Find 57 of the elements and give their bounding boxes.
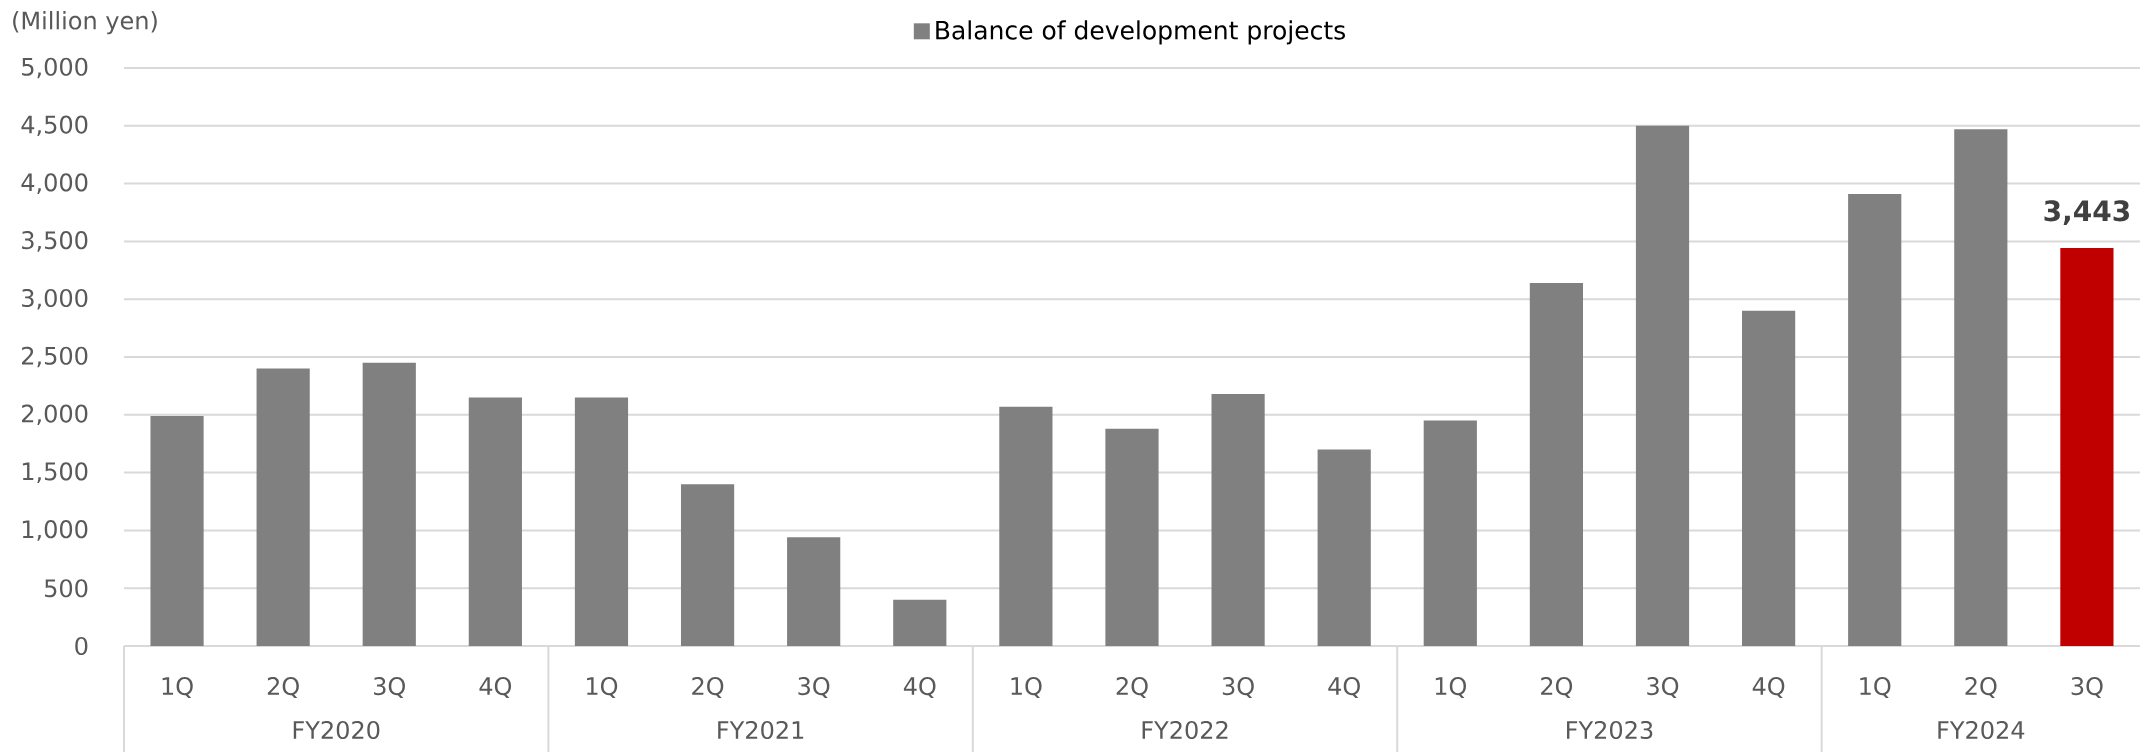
x-tick-label: 2Q [1116,677,1148,698]
text: FY2020 [293,720,380,740]
bar [787,537,841,647]
x-tick-label: 2Q [1965,677,1997,698]
legend-label: Balance of development projects [936,20,1345,45]
x-tick-label: 4Q [903,677,936,698]
data-label: 3,443 [2044,200,2129,225]
x-tick-label: 4Q [1752,677,1785,698]
x-tick-label: 2Q [692,677,724,698]
x-tick-label: 3Q [1647,677,1679,698]
x-tick-label: 3Q [374,677,405,698]
text: FY2024 [1938,720,2025,740]
bar [999,406,1053,647]
text: FY2021 [718,720,804,740]
bar [1423,420,1477,647]
y-tick-label: 4,000 [21,173,88,194]
bar [1635,125,1690,647]
x-tick-label: 2Q [267,677,299,698]
x-tick-label: 1Q [162,677,193,698]
y-tick-label: 1,500 [22,462,88,483]
x-tick-label: 1Q [1011,677,1042,698]
bar [1954,129,2008,647]
x-tick-label: 1Q [1860,677,1891,698]
y-tick-label: 1,000 [22,520,88,541]
x-tick-label: 4Q [1328,677,1360,698]
x-tick-label: 2Q [1541,677,1573,698]
x-tick-label: 1Q [1435,677,1467,698]
bar [1105,428,1159,647]
text: FY2023 [1567,720,1653,740]
y-tick-label: 3,500 [22,231,88,252]
x-tick-label: 3Q [2071,677,2103,698]
y-tick-label: 4,500 [21,115,88,137]
bar [1742,310,1796,647]
bar [893,599,947,647]
bar [2060,248,2114,647]
x-tick-label: 3Q [1222,677,1254,698]
y-axis-title: (Million yen) [13,11,157,35]
bar [1848,194,1902,647]
x-tick-label: 3Q [798,677,830,698]
y-tick-label: 0 [75,636,88,656]
y-tick-label: 3,000 [22,288,88,310]
bar [362,362,416,647]
bar [1529,283,1583,647]
x-tick-label: 1Q [587,677,618,698]
y-tick-label: 500 [44,579,88,598]
bar [1317,449,1371,647]
bar [150,415,204,647]
bar [256,368,310,647]
x-tick-label: 4Q [479,677,512,698]
bar [574,397,629,647]
bar [680,484,735,647]
y-tick-label: 2,500 [22,346,88,368]
y-tick-label: 2,000 [22,404,88,426]
text: FY2022 [1142,720,1228,740]
bar [1211,394,1265,647]
y-tick-label: 5,000 [22,57,88,79]
bar [468,397,522,647]
